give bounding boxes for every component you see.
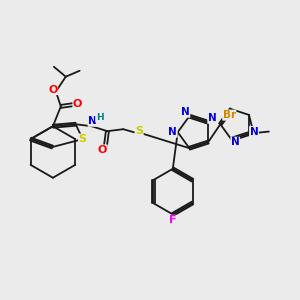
Text: H: H (96, 113, 103, 122)
Text: N: N (181, 107, 190, 117)
Text: N: N (231, 137, 240, 147)
Text: O: O (48, 85, 58, 94)
Text: S: S (79, 134, 87, 144)
Text: N: N (208, 113, 217, 123)
Text: N: N (168, 127, 177, 137)
Text: Br: Br (223, 110, 236, 120)
Text: N: N (250, 127, 258, 136)
Text: O: O (98, 145, 107, 155)
Text: O: O (73, 99, 82, 110)
Text: S: S (135, 126, 143, 136)
Text: F: F (169, 215, 176, 225)
Text: N: N (88, 116, 97, 126)
